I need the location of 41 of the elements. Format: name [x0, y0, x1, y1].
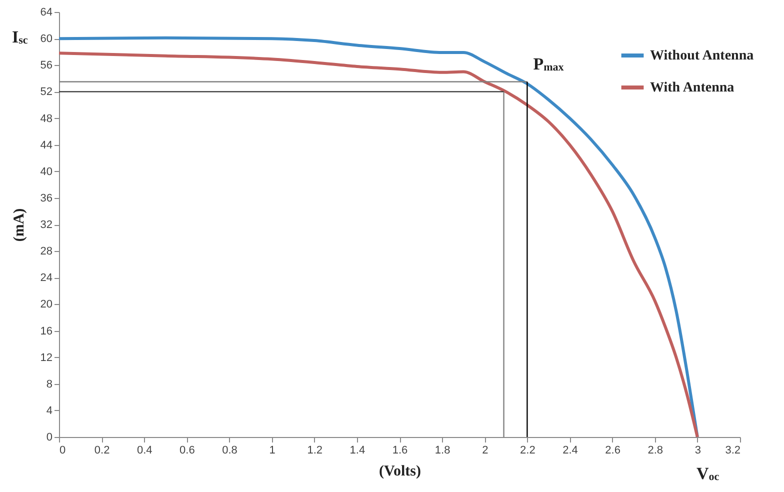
x-tick-label: 2 [482, 444, 488, 456]
y-tick-label: 16 [40, 325, 52, 338]
y-tick-label: 20 [40, 298, 52, 311]
annotation: V$_{oc}$ [696, 464, 720, 484]
legend-label: Without Antenna [650, 48, 754, 64]
x-tick-label: 0.8 [222, 444, 238, 456]
annotation: P$_{max}$ [533, 54, 564, 74]
y-tick-label: 44 [40, 139, 52, 152]
x-tick-label: 0.4 [136, 444, 152, 456]
x-tick-label: 0 [60, 444, 66, 456]
x-tick-label: 0.2 [94, 444, 110, 456]
y-tick-label: 0 [46, 432, 52, 444]
x-axis-title: (Volts) [379, 464, 421, 480]
annotation: I$_{sc}$ [12, 28, 28, 47]
y-tick-label: 48 [40, 112, 52, 125]
x-tick-label: 1.6 [392, 444, 408, 456]
x-tick-label: 2.2 [520, 444, 536, 456]
y-tick-label: 24 [40, 272, 52, 284]
y-tick-label: 4 [46, 404, 52, 417]
y-tick-label: 32 [40, 219, 52, 231]
x-tick-label: 2.4 [562, 444, 578, 456]
y-tick-label: 56 [40, 60, 52, 72]
x-tick-label: 1.2 [307, 444, 323, 456]
y-tick-label: 36 [40, 192, 52, 204]
x-tick-label: 1.8 [434, 444, 450, 456]
x-tick-label: 1 [269, 444, 276, 456]
x-tick-label: 1.4 [350, 444, 366, 456]
x-tick-label: 0.6 [180, 444, 195, 456]
y-tick-label: 8 [46, 378, 52, 390]
y-tick-label: 64 [40, 6, 52, 18]
y-axis-title: (mA) [11, 208, 28, 242]
y-tick-label: 40 [40, 166, 52, 178]
x-tick-label: 3.2 [725, 444, 740, 456]
y-tick-label: 28 [40, 246, 52, 258]
y-tick-label: 12 [40, 352, 52, 364]
x-tick-label: 2.8 [648, 444, 664, 456]
x-tick-label: 2.6 [605, 444, 620, 456]
y-tick-label: 52 [40, 86, 52, 98]
y-tick-label: 60 [40, 33, 52, 46]
x-tick-label: 3 [694, 444, 701, 456]
legend-label: With Antenna [650, 80, 734, 96]
